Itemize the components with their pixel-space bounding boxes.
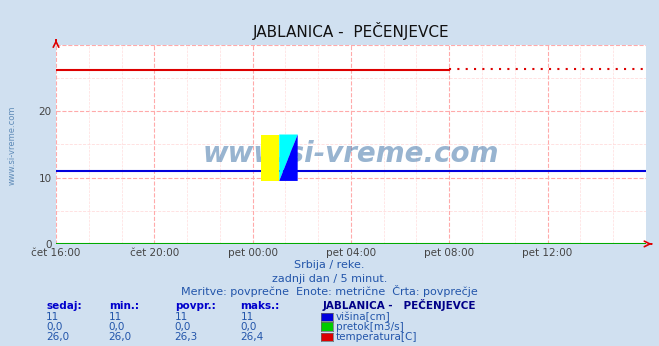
Text: 26,3: 26,3 [175, 332, 198, 342]
Text: zadnji dan / 5 minut.: zadnji dan / 5 minut. [272, 274, 387, 284]
Text: 0,0: 0,0 [175, 322, 191, 332]
Text: 11: 11 [46, 312, 59, 322]
Polygon shape [279, 135, 298, 181]
Bar [261, 135, 279, 181]
Text: min.:: min.: [109, 301, 139, 311]
Text: 0,0: 0,0 [109, 322, 125, 332]
Text: 26,4: 26,4 [241, 332, 264, 342]
Text: 26,0: 26,0 [109, 332, 132, 342]
Text: 26,0: 26,0 [46, 332, 69, 342]
Text: Srbija / reke.: Srbija / reke. [295, 260, 364, 270]
Text: 11: 11 [241, 312, 254, 322]
Text: www.si-vreme.com: www.si-vreme.com [203, 140, 499, 169]
Text: višina[cm]: višina[cm] [336, 312, 391, 322]
Text: 0,0: 0,0 [241, 322, 257, 332]
Text: www.si-vreme.com: www.si-vreme.com [7, 106, 16, 185]
Text: 11: 11 [175, 312, 188, 322]
Text: maks.:: maks.: [241, 301, 280, 311]
Title: JABLANICA -  PEČENJEVCE: JABLANICA - PEČENJEVCE [252, 22, 449, 40]
Text: povpr.:: povpr.: [175, 301, 215, 311]
Text: temperatura[C]: temperatura[C] [336, 332, 418, 342]
Text: pretok[m3/s]: pretok[m3/s] [336, 322, 404, 332]
Text: Meritve: povprečne  Enote: metrične  Črta: povprečje: Meritve: povprečne Enote: metrične Črta:… [181, 285, 478, 297]
Text: 0,0: 0,0 [46, 322, 63, 332]
Text: JABLANICA -   PEČENJEVCE: JABLANICA - PEČENJEVCE [323, 299, 476, 311]
Text: sedaj:: sedaj: [46, 301, 82, 311]
Polygon shape [279, 135, 298, 181]
Text: 11: 11 [109, 312, 122, 322]
